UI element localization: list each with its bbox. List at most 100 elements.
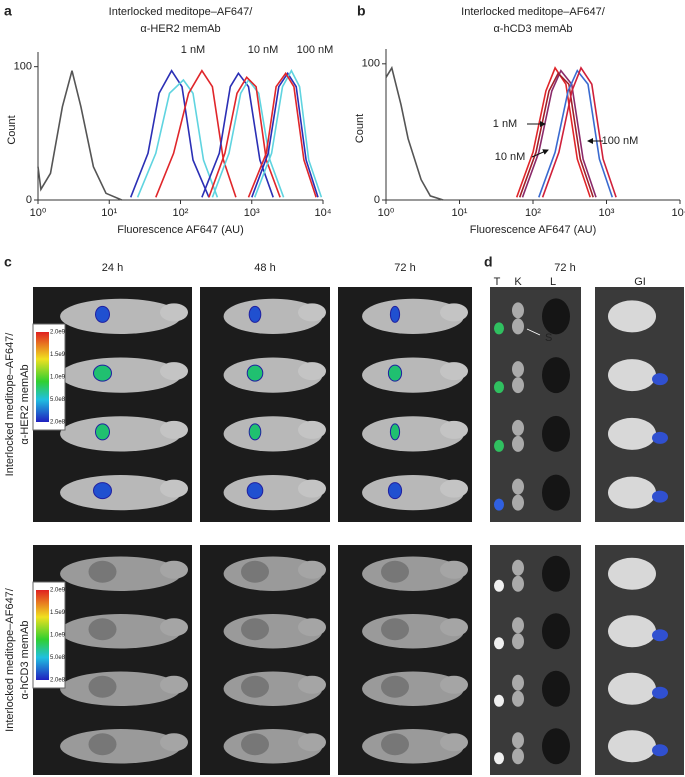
panel-label: d (484, 254, 493, 270)
annotation: 100 nM (297, 44, 334, 56)
signal (248, 423, 262, 441)
annotation: 10 nM (248, 44, 279, 56)
liver (542, 298, 570, 335)
histogram-line (518, 71, 594, 198)
gi-tract (608, 359, 656, 392)
mouse-head (440, 420, 468, 439)
histogram-line (201, 71, 274, 198)
signal (248, 305, 262, 323)
x-tick-label: 10² (525, 207, 541, 219)
histogram-line (521, 69, 597, 198)
tumor (88, 733, 117, 756)
tumor (241, 733, 269, 756)
gi-signal (652, 490, 668, 503)
tumor (241, 675, 269, 698)
row-label: Interlocked meditope–AF647/ (4, 587, 16, 732)
histogram-line (385, 65, 444, 201)
column-label: GI (634, 276, 646, 288)
time-label: 48 h (254, 262, 275, 274)
colorbar (36, 590, 49, 680)
y-tick-label: 100 (14, 61, 32, 73)
histogram-line (253, 69, 323, 198)
time-label: 72 h (554, 262, 575, 274)
colorbar-label: 2.0e9 (50, 588, 66, 594)
colorbar-label: 5.0e8 (50, 655, 66, 661)
tumor (88, 560, 117, 583)
histogram-line (515, 66, 591, 198)
mouse (60, 556, 181, 591)
chart-title: α-HER2 memAb (140, 23, 220, 35)
annotation: S (545, 332, 552, 344)
tumor (381, 733, 409, 756)
mouse-head (440, 618, 468, 637)
chart-title: α-hCD3 memAb (493, 23, 572, 35)
arrow (531, 149, 549, 158)
mouse-head (160, 362, 188, 381)
panel-label: a (4, 3, 12, 19)
tumor-organ (494, 498, 504, 511)
gi-tract (608, 300, 656, 333)
x-tick-label: 10³ (599, 207, 615, 219)
tumor (241, 560, 269, 583)
gi-tract (608, 730, 656, 763)
mouse-head (160, 618, 188, 637)
y-tick-label: 0 (26, 194, 32, 206)
histogram-line (251, 71, 319, 198)
annotation: 100 nM (602, 135, 639, 147)
signal (387, 364, 403, 382)
signal (389, 305, 401, 323)
panel-label: b (357, 3, 366, 19)
colorbar-label: 2.0e9 (50, 330, 66, 336)
tumor (381, 560, 409, 583)
annotation: 10 nM (495, 151, 526, 163)
histogram-line (541, 66, 617, 198)
mouse-head (440, 675, 468, 694)
annotation: 1 nM (181, 44, 205, 56)
liver (542, 613, 570, 650)
x-tick-label: 10³ (244, 207, 260, 219)
tumor (381, 675, 409, 698)
tumor-organ (494, 381, 504, 394)
gi-tract (608, 417, 656, 450)
mouse-head (440, 303, 468, 322)
signal (387, 482, 403, 500)
kidney (512, 633, 524, 650)
mouse (362, 298, 464, 334)
gi-signal (652, 744, 668, 757)
x-tick-label: 10⁴ (315, 207, 332, 219)
y-axis-label: Count (354, 114, 366, 143)
mouse-head (298, 675, 326, 694)
colorbar (36, 332, 49, 422)
annotation: 1 nM (493, 118, 517, 130)
liver (542, 415, 570, 452)
colorbar-label: 1.5e9 (50, 610, 66, 616)
tumor-organ (494, 579, 504, 592)
tumor (241, 618, 269, 641)
colorbar-label: 1.0e9 (50, 633, 66, 639)
gi-signal (652, 686, 668, 699)
gi-tract (608, 672, 656, 705)
mouse (60, 416, 181, 452)
mouse (362, 475, 464, 511)
mouse-head (160, 420, 188, 439)
liver (542, 357, 570, 394)
gi-tract (608, 476, 656, 509)
mouse-head (440, 733, 468, 752)
histogram-line (538, 69, 614, 198)
time-label: 24 h (102, 262, 123, 274)
mouse-head (440, 362, 468, 381)
x-tick-label: 10⁰ (378, 207, 395, 219)
kidney (512, 559, 524, 576)
mouse (223, 357, 323, 393)
column-label: K (514, 276, 522, 288)
row-label: α-HER2 memAb (19, 364, 31, 444)
mouse (60, 671, 181, 706)
kidney (512, 494, 524, 511)
arrow (526, 328, 541, 336)
signal (93, 364, 112, 382)
mouse (223, 475, 323, 511)
mouse-head (298, 303, 326, 322)
mouse (223, 416, 323, 452)
chart-title: Interlocked meditope–AF647/ (461, 6, 606, 18)
gi-tract (608, 557, 656, 590)
